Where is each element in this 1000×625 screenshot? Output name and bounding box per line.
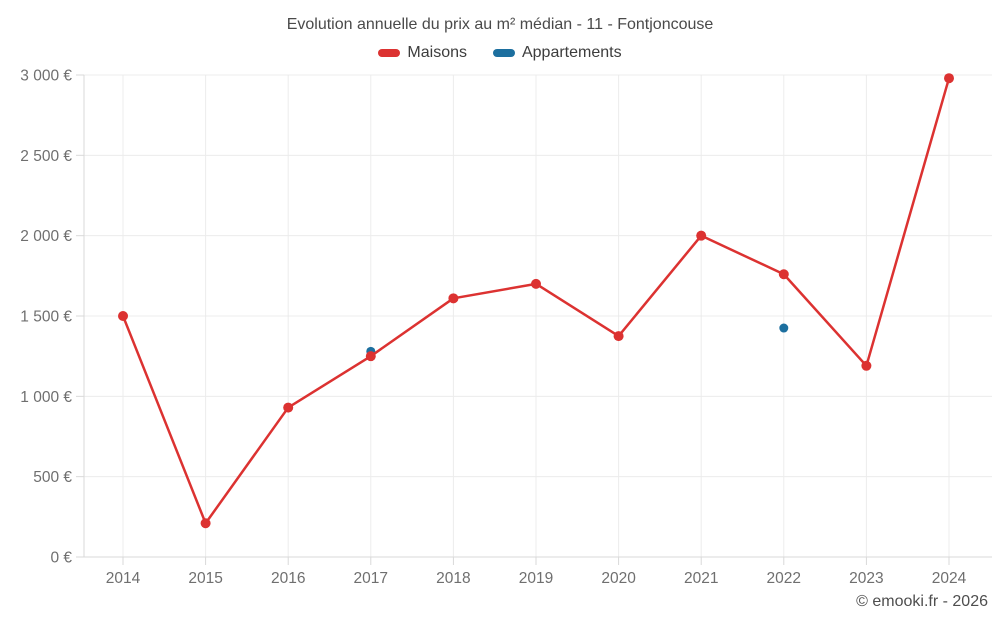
maisons-point-2021[interactable] bbox=[696, 230, 707, 241]
x-axis-label: 2022 bbox=[767, 570, 801, 587]
x-axis-label: 2020 bbox=[601, 570, 636, 587]
appartements-swatch-icon bbox=[492, 49, 515, 57]
x-axis-label: 2024 bbox=[932, 570, 967, 587]
legend-item-maisons[interactable]: Maisons bbox=[378, 44, 467, 62]
y-axis-label: 2 000 € bbox=[20, 228, 72, 245]
y-axis-label: 3 000 € bbox=[20, 68, 72, 85]
legend-item-appartements[interactable]: Appartements bbox=[492, 44, 622, 62]
maisons-point-2024[interactable] bbox=[944, 73, 954, 84]
x-axis-label: 2014 bbox=[106, 570, 141, 587]
maisons-swatch-icon bbox=[378, 49, 401, 57]
y-axis-label: 500 € bbox=[33, 469, 72, 486]
x-axis-label: 2019 bbox=[519, 570, 553, 587]
y-axis-label: 1 500 € bbox=[20, 309, 72, 326]
x-axis-label: 2023 bbox=[849, 570, 883, 587]
legend-label-appartements: Appartements bbox=[521, 44, 622, 61]
chart-legend: Maisons Appartements bbox=[0, 44, 1000, 62]
chart-title: Evolution annuelle du prix au m² médian … bbox=[286, 16, 714, 33]
maisons-point-2023[interactable] bbox=[861, 360, 872, 371]
y-axis-label: 2 500 € bbox=[20, 148, 72, 165]
maisons-point-2019[interactable] bbox=[531, 278, 541, 289]
y-axis-label: 1 000 € bbox=[20, 389, 72, 406]
maisons-point-2016[interactable] bbox=[283, 402, 294, 413]
maisons-point-2022[interactable] bbox=[778, 269, 789, 280]
x-axis-label: 2015 bbox=[188, 570, 222, 587]
maisons-point-2017[interactable] bbox=[365, 351, 376, 362]
y-axis-label: 0 € bbox=[50, 550, 72, 567]
maisons-point-2020[interactable] bbox=[613, 331, 624, 342]
x-axis-label: 2017 bbox=[354, 570, 388, 587]
x-axis-label: 2016 bbox=[271, 570, 305, 587]
x-axis-label: 2021 bbox=[684, 570, 718, 587]
maisons-point-2014[interactable] bbox=[118, 311, 128, 321]
legend-label-maisons: Maisons bbox=[407, 44, 467, 61]
appartements-point-2022[interactable] bbox=[779, 323, 789, 333]
x-axis-label: 2018 bbox=[436, 570, 470, 587]
maisons-point-2015[interactable] bbox=[200, 518, 211, 529]
copyright-text: © emooki.fr - 2026 bbox=[856, 593, 988, 610]
maisons-point-2018[interactable] bbox=[448, 293, 459, 304]
